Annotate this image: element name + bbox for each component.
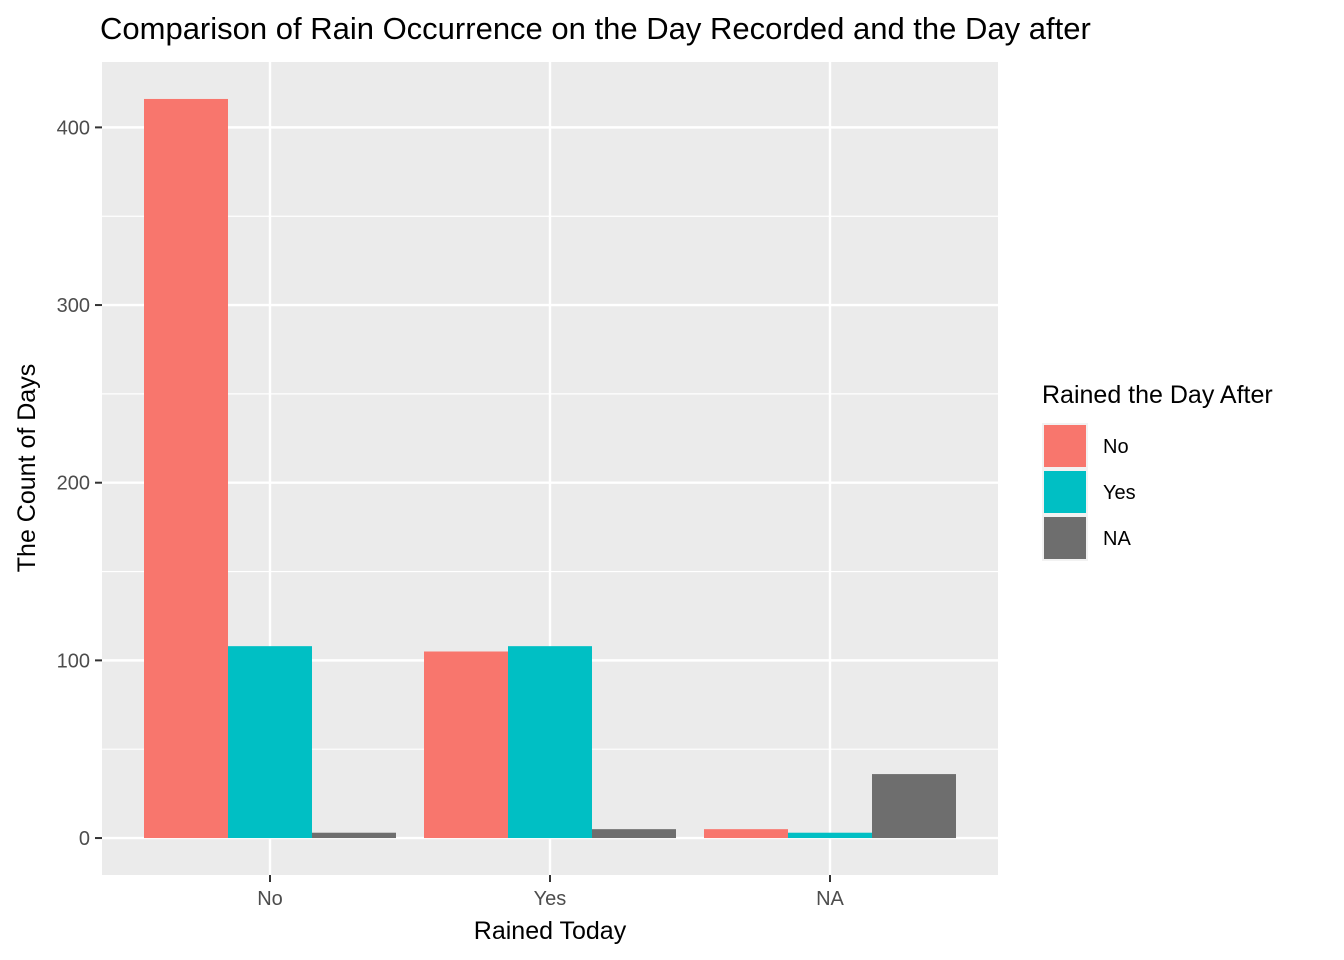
bar-no-na [312,832,396,839]
bar-na-yes [788,832,872,839]
x-tick-label: No [257,888,283,910]
bar-yes-yes [508,646,592,839]
y-tick-label: 200 [57,473,90,495]
y-tick-label: 100 [57,650,90,672]
legend-label: No [1103,436,1129,458]
y-tick-label: 300 [57,295,90,317]
legend-title: Rained the Day After [1042,381,1273,409]
y-tick-label: 400 [57,117,90,139]
bar-na-no [704,829,788,839]
legend-swatch-na [1044,517,1086,559]
bar-yes-no [424,651,508,839]
x-axis: No Yes NA [257,875,845,910]
legend-swatch-no [1044,425,1086,467]
x-tick-label: Yes [534,888,567,910]
bar-no-yes [228,646,312,839]
y-axis-title: The Count of Days [13,364,41,572]
bar-yes-na [592,829,676,839]
legend-label: Yes [1103,482,1136,504]
x-tick-label: NA [816,888,844,910]
y-axis: 0 100 200 300 400 [57,117,102,850]
legend-label: NA [1103,528,1131,550]
bar-no-no [144,98,228,839]
y-tick-label: 0 [79,828,90,850]
bars [144,98,956,839]
chart-title: Comparison of Rain Occurrence on the Day… [100,11,1091,46]
bar-na-na [872,774,956,839]
x-axis-title: Rained Today [474,917,627,945]
legend-swatch-yes [1044,471,1086,513]
legend: Rained the Day After No Yes NA [1042,381,1273,561]
